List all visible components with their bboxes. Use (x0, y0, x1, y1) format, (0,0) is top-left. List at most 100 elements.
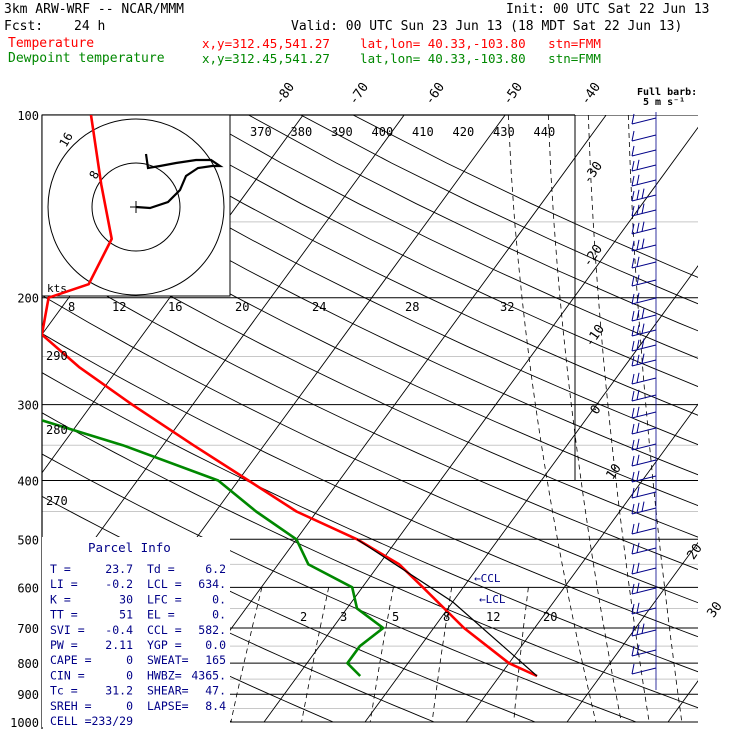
parcel-info-key: PW = (50, 638, 78, 652)
wind-barb-staff (631, 629, 657, 637)
wind-barb-staff (631, 607, 657, 615)
wind-barb-flag (631, 523, 635, 535)
wind-speed-scale-label: 8 (68, 300, 75, 314)
theta-label: 440 (534, 125, 556, 139)
wind-barb-flag (631, 503, 635, 515)
wind-barb-flag (641, 338, 645, 349)
wind-barb-flag (631, 455, 635, 467)
wind-barb-flag (636, 204, 640, 215)
hodograph-ring (47, 118, 225, 296)
wind-barb-flag (631, 423, 635, 435)
pressure-tick-label: 1000 (10, 716, 39, 730)
wind-speed-scale-label: 12 (112, 300, 126, 314)
mixing-ratio-line (513, 587, 529, 723)
parcel-info-value: 6.2 (205, 562, 226, 576)
dry-adiabat-line (42, 185, 698, 507)
wind-barb-staff (631, 209, 657, 217)
lcl-marker: ←LCL (479, 593, 506, 606)
dry-adiabat-line (300, 115, 698, 305)
wind-barb (631, 203, 657, 217)
parcel-info-key: CIN = (50, 668, 85, 682)
parcel-info-title: Parcel Info (88, 540, 171, 555)
isotherm-tick-label: -10 (582, 322, 608, 350)
wind-barb-staff (631, 411, 657, 419)
wind-barb (631, 113, 657, 125)
wind-barb (631, 292, 657, 305)
parcel-info-key: LFC = (147, 592, 182, 606)
wind-barb-flag (636, 406, 640, 417)
wind-barb (631, 454, 657, 467)
wind-barb-flag (641, 203, 645, 214)
wind-barb-staff (631, 344, 657, 352)
parcel-info-key: SVI = (50, 623, 85, 637)
wind-barb-flag (631, 373, 635, 385)
wind-barb-flag (636, 486, 640, 497)
mixing-ratio-label: 12 (486, 610, 500, 624)
wind-barb-flag (631, 603, 635, 615)
wind-barb-flag (631, 439, 635, 451)
wind-barb-staff (631, 377, 657, 385)
wind-barb-staff (631, 359, 657, 367)
wind-barb-staff (631, 314, 657, 322)
wind-barb-flag (636, 354, 640, 365)
wind-barb-flag (631, 223, 635, 235)
moist-adiabat-line (587, 115, 650, 723)
parcel-info-value: 4365. (191, 668, 226, 682)
pressure-tick-label: 800 (17, 657, 39, 671)
dry-adiabat-line (42, 372, 698, 673)
wind-barb-flag (636, 372, 640, 383)
isotherm-tick-label: -30 (580, 159, 606, 187)
parcel-info-value: 582. (198, 623, 226, 637)
wind-barb-flag (636, 174, 640, 185)
wind-barb (631, 174, 657, 187)
wind-barb-staff (631, 227, 657, 235)
wind-barb (631, 406, 657, 419)
wind-barb (631, 602, 657, 615)
parcel-info-key: LCL = (147, 577, 182, 591)
parcel-info-value: 2.11 (105, 638, 133, 652)
wind-barb-flag (631, 160, 635, 172)
wind-barb-flag (631, 583, 635, 595)
wind-speed-scale-label: 28 (405, 300, 419, 314)
wind-barb-flag (636, 309, 640, 320)
wind-speed-scale-label: 16 (168, 300, 182, 314)
isotherm-line (465, 403, 698, 723)
theta-left-label: 280 (46, 423, 68, 437)
wind-barb (631, 130, 657, 142)
wind-barb (631, 522, 657, 535)
forecast-label: Fcst: (4, 19, 44, 34)
wind-barb (631, 238, 657, 252)
theta-label: 400 (372, 125, 394, 139)
isotherm-line (364, 265, 698, 723)
parcel-info-value: 51 (119, 608, 133, 622)
mixing-ratio-label: 3 (340, 610, 347, 624)
pressure-tick-label: 200 (17, 292, 39, 306)
mixing-ratio-label: 20 (543, 610, 557, 624)
wind-barb (631, 470, 657, 483)
wind-barb-flag (631, 390, 635, 402)
wind-barb (631, 644, 657, 657)
mixing-ratio-line (431, 587, 453, 723)
parcel-info-key: CELL = (50, 714, 92, 728)
isotherm-tick-label: -20 (580, 242, 606, 270)
wind-barb (631, 542, 657, 555)
wind-barb-flag (641, 188, 645, 199)
theta-left-label: 270 (46, 494, 68, 508)
wind-barb-flag (636, 438, 640, 449)
wind-barb-flag (636, 624, 640, 635)
wind-barb-staff (631, 507, 657, 515)
dry-adiabat-line (42, 584, 334, 723)
wind-barb-staff (631, 297, 657, 305)
dry-adiabat-line (196, 115, 698, 359)
wind-barb-flag (636, 292, 640, 303)
wind-barb-staff (631, 587, 657, 595)
wind-barb-flag (631, 293, 635, 305)
wind-barb-staff (631, 261, 657, 269)
wind-speed-scale-label: 32 (500, 300, 514, 314)
temperature-legend: Temperature (8, 36, 95, 51)
ccl-marker: ←CCL (474, 572, 501, 585)
wind-barb-flag (636, 389, 640, 400)
dry-adiabat-line (42, 150, 698, 476)
wind-barb-flag (641, 623, 645, 634)
parcel-info-key: T = (50, 562, 71, 576)
